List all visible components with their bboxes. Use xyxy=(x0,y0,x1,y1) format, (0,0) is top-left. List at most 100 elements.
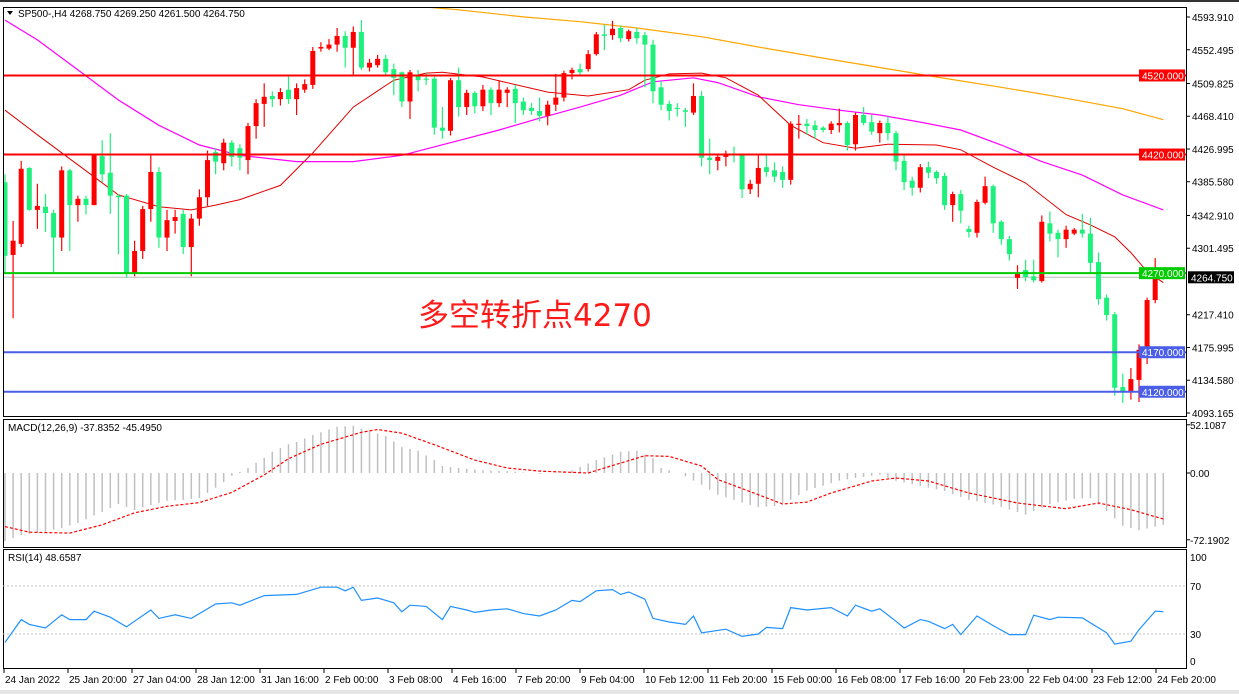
macd-tick-label: -72.1902 xyxy=(1190,536,1230,547)
time-tick-label: 23 Feb 12:00 xyxy=(1093,675,1152,686)
candle xyxy=(974,199,980,238)
candle-body xyxy=(707,157,713,161)
macd-plot xyxy=(4,425,1165,541)
candle xyxy=(715,154,721,171)
candle xyxy=(691,83,696,115)
candle-body xyxy=(1055,232,1061,240)
price-tick-label: 4093.165 xyxy=(1192,409,1234,420)
candle-body xyxy=(415,74,421,81)
candle-body xyxy=(358,31,364,68)
candle-body xyxy=(277,92,283,100)
time-tick-label: 4 Feb 16:00 xyxy=(453,675,507,686)
candle-body xyxy=(682,110,688,112)
candle xyxy=(156,167,162,248)
candle xyxy=(99,140,105,183)
candle xyxy=(464,89,470,115)
candle xyxy=(642,31,648,88)
candle-body xyxy=(140,209,146,252)
candle xyxy=(91,153,97,206)
time-tick-label: 10 Feb 12:00 xyxy=(645,675,704,686)
candle-body xyxy=(601,34,607,36)
candle-body xyxy=(67,170,73,206)
macd-panel[interactable] xyxy=(3,419,1187,548)
candle xyxy=(836,108,842,133)
candle-body xyxy=(261,96,267,104)
rsi-panel[interactable] xyxy=(3,549,1187,669)
candle xyxy=(909,176,915,196)
candle-body xyxy=(691,96,696,113)
candle xyxy=(1063,225,1069,248)
candle xyxy=(115,194,121,255)
window-frame-bottom xyxy=(0,690,1239,694)
candle-body xyxy=(188,218,194,248)
candle-body xyxy=(1031,276,1037,281)
candle-body xyxy=(423,78,429,80)
candle-body xyxy=(553,97,559,105)
candle-body xyxy=(998,221,1004,240)
candle xyxy=(1112,311,1118,396)
candle xyxy=(990,184,996,233)
candle-body xyxy=(399,72,405,102)
line-price-badge xyxy=(1139,385,1185,398)
candle-body xyxy=(780,171,786,180)
rsi-plot xyxy=(3,585,1186,645)
candle xyxy=(140,205,146,259)
main-panel[interactable] xyxy=(3,7,1187,417)
candle-body xyxy=(974,201,980,233)
candle xyxy=(375,54,381,68)
rsi-line xyxy=(4,586,1164,645)
macd-label: MACD(12,26,9) -37.8352 -45.4950 xyxy=(8,423,162,434)
candle-body xyxy=(91,153,97,206)
candle-body xyxy=(772,170,777,177)
candle xyxy=(585,50,591,72)
price-tick-label: 4385.580 xyxy=(1192,178,1234,189)
candle xyxy=(407,69,413,119)
candle-body xyxy=(658,87,664,105)
current-price-badge xyxy=(1188,271,1234,284)
candle-body xyxy=(229,142,235,157)
dropdown-triangle-icon[interactable] xyxy=(7,11,13,15)
candle xyxy=(229,140,235,167)
candle-body xyxy=(828,123,834,131)
candle xyxy=(958,190,964,224)
candle xyxy=(650,39,656,104)
price-tick-label: 4593.910 xyxy=(1192,13,1234,24)
candle-body xyxy=(472,92,478,107)
candle-body xyxy=(367,62,372,68)
candle-body xyxy=(1079,229,1085,234)
candle xyxy=(820,126,826,133)
candle xyxy=(1079,213,1085,238)
candle-body xyxy=(958,194,964,211)
candle-body xyxy=(488,89,494,104)
candle-body xyxy=(1047,223,1053,234)
candle xyxy=(496,80,502,108)
candle xyxy=(399,71,405,108)
candle-body xyxy=(1071,229,1077,234)
candle-body xyxy=(1152,273,1158,301)
candle xyxy=(245,122,251,175)
candle-body xyxy=(1015,273,1020,278)
candle xyxy=(310,46,316,89)
candle-body xyxy=(10,240,16,255)
candle xyxy=(180,209,186,255)
candle-body xyxy=(869,122,875,132)
candle-body xyxy=(966,228,972,233)
candle-body xyxy=(115,195,121,198)
time-tick-label: 17 Feb 16:00 xyxy=(901,675,960,686)
candle-body xyxy=(431,78,437,128)
time-tick-label: 3 Feb 08:00 xyxy=(389,675,443,686)
candle xyxy=(1104,294,1110,321)
candle-body xyxy=(885,122,891,134)
candle xyxy=(844,121,850,151)
rsi-tick-label: 0 xyxy=(1190,657,1196,668)
candle-body xyxy=(456,80,462,108)
candle xyxy=(747,179,753,195)
candle xyxy=(148,153,154,222)
time-tick-label: 16 Feb 08:00 xyxy=(837,675,896,686)
candle-body xyxy=(537,111,543,116)
candle-body xyxy=(1120,387,1126,393)
time-tick-label: 2 Feb 00:00 xyxy=(325,675,379,686)
time-tick-label: 9 Feb 04:00 xyxy=(581,675,635,686)
candle xyxy=(334,28,340,52)
